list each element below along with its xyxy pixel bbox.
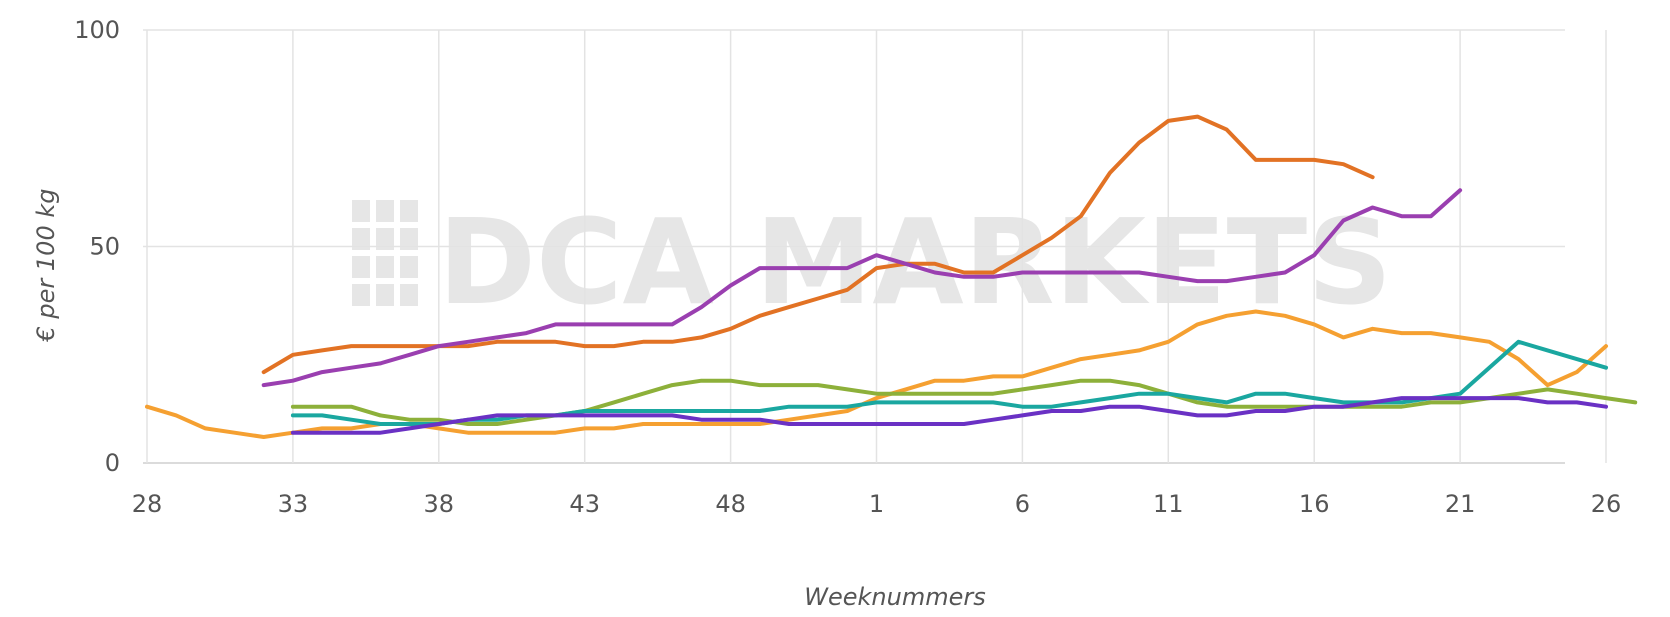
x-tick-label: 38 [424,490,455,518]
y-tick-label: 100 [74,16,120,44]
x-tick-label: 1 [869,490,884,518]
x-tick-label: 21 [1445,490,1476,518]
x-tick-label: 16 [1299,490,1330,518]
watermark: DCA MARKETS [352,193,1392,331]
x-axis-title: Weeknummers [804,583,985,611]
y-tick-label: 50 [89,233,120,261]
series-line-4 [290,378,1638,426]
y-axis-title: € per 100 kg [32,189,60,343]
x-tick-label: 43 [569,490,600,518]
x-tick-label: 33 [278,490,309,518]
series-line-2 [261,188,1463,388]
x-tick-label: 28 [132,490,163,518]
x-tick-label: 26 [1591,490,1622,518]
series-line-5 [290,339,1608,426]
series-line-6 [290,396,1608,435]
watermark-grid-icon [352,200,418,306]
x-tick-label: 11 [1153,490,1184,518]
x-tick-label: 48 [715,490,746,518]
x-tick-label: 6 [1015,490,1030,518]
y-tick-label: 0 [105,449,120,477]
